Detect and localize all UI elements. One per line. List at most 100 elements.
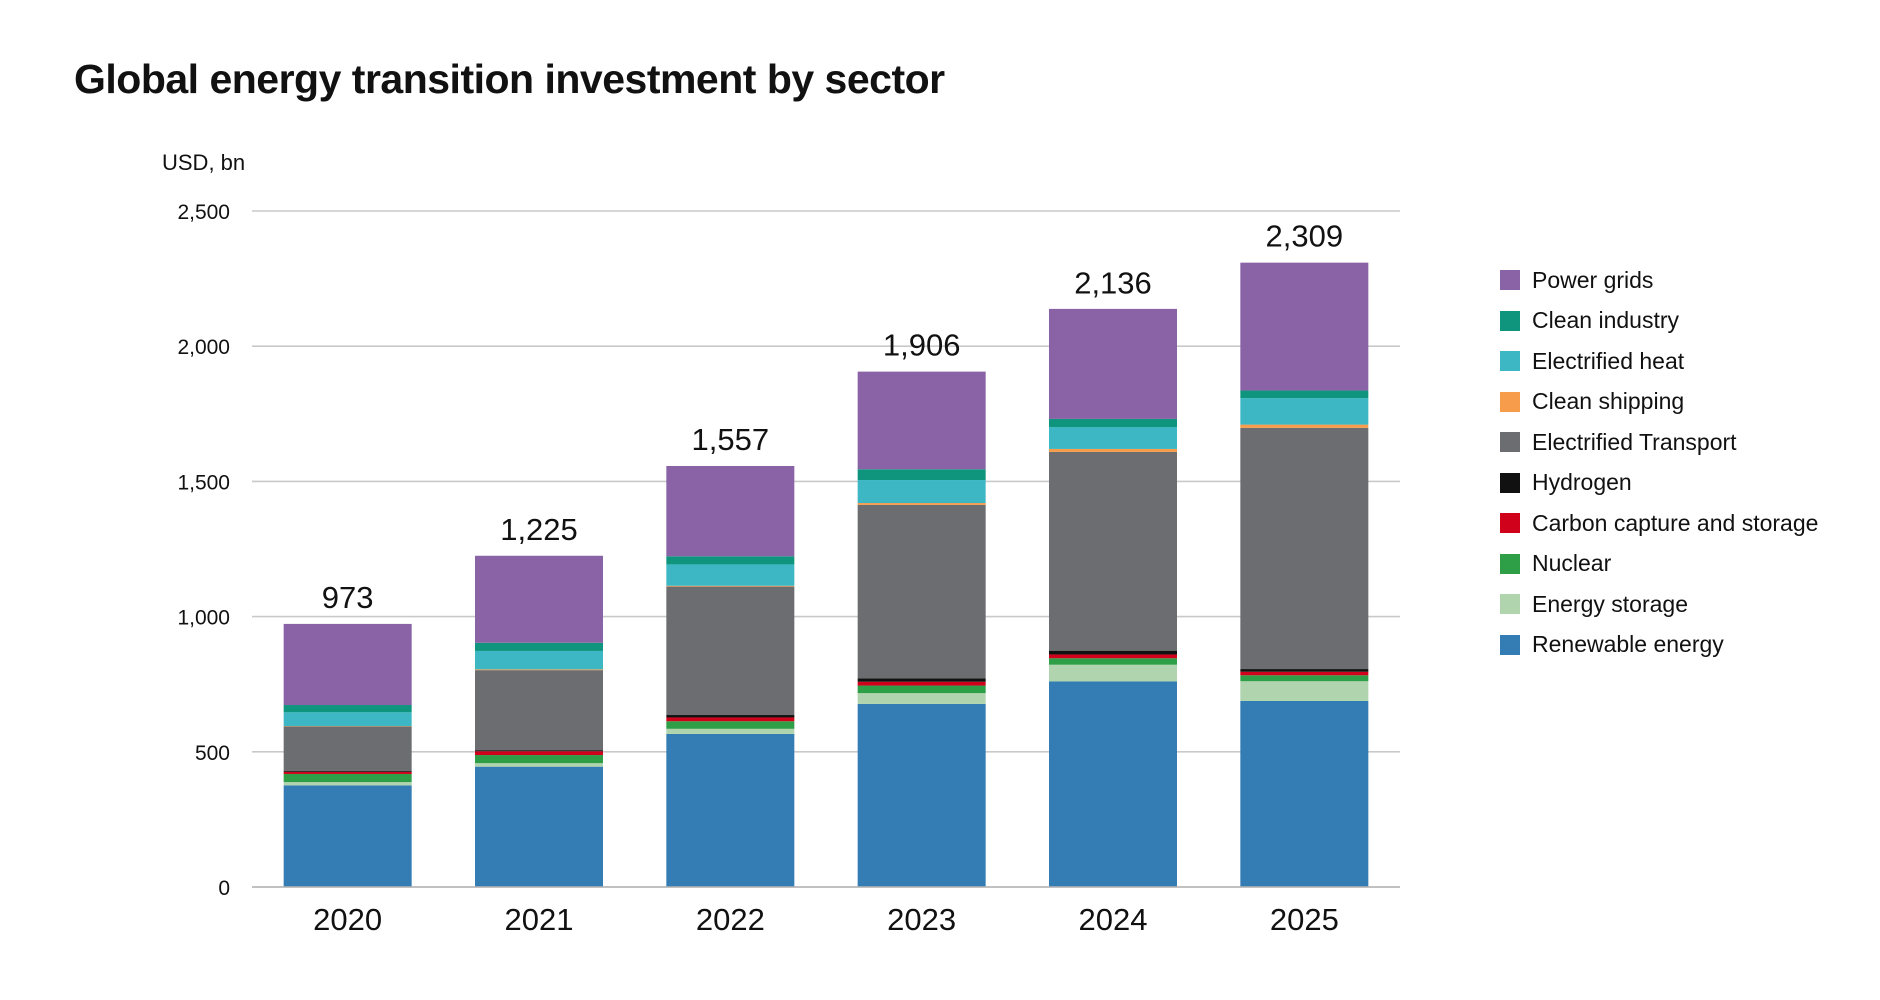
bar-segment bbox=[1240, 390, 1369, 399]
y-tick-label: 2,500 bbox=[177, 201, 230, 224]
bar-segment bbox=[1240, 398, 1369, 425]
bar-segment bbox=[283, 770, 412, 772]
bar-segment bbox=[857, 503, 986, 505]
legend-item: Electrified Transport bbox=[1500, 422, 1818, 463]
legend-item: Nuclear bbox=[1500, 544, 1818, 585]
bar-segment bbox=[1240, 669, 1369, 672]
bar-segment bbox=[283, 771, 412, 774]
y-axis-unit-label: USD, bn bbox=[162, 150, 246, 175]
bar-segment bbox=[283, 782, 412, 786]
legend-item: Electrified heat bbox=[1500, 341, 1818, 382]
chart-legend: Power grids Clean industry Electrified hea… bbox=[1500, 260, 1818, 665]
legend-swatch bbox=[1500, 432, 1520, 453]
bar-segment bbox=[666, 586, 795, 716]
bar-segment bbox=[666, 585, 795, 587]
bar-segment bbox=[666, 564, 795, 586]
bar-segment bbox=[857, 678, 986, 682]
legend-label: Electrified heat bbox=[1532, 347, 1685, 374]
bar-segment bbox=[1240, 671, 1369, 676]
x-tick-label: 2020 bbox=[313, 902, 382, 937]
bar-segment bbox=[666, 715, 795, 718]
legend-item: Carbon capture and storage bbox=[1500, 503, 1818, 544]
bar-segment bbox=[1049, 451, 1177, 651]
bar-segment bbox=[857, 504, 986, 679]
legend-label: Electrified Transport bbox=[1532, 428, 1737, 455]
legend-swatch bbox=[1500, 553, 1520, 574]
bar-segment bbox=[475, 751, 603, 756]
bar-segment bbox=[666, 728, 795, 734]
bar-segment bbox=[857, 685, 986, 694]
legend-swatch bbox=[1500, 594, 1520, 615]
bar-segment bbox=[857, 703, 986, 887]
y-tick-label: 500 bbox=[195, 742, 230, 765]
legend-swatch bbox=[1500, 472, 1520, 493]
bar-segment bbox=[1240, 424, 1369, 428]
x-tick-label: 2022 bbox=[696, 902, 765, 937]
bar-segment bbox=[857, 681, 986, 686]
legend-label: Carbon capture and storage bbox=[1532, 509, 1819, 536]
bar-total-label: 2,136 bbox=[1074, 265, 1152, 300]
bar-segment bbox=[283, 785, 412, 887]
bar-segment bbox=[1240, 427, 1369, 670]
bar-segment bbox=[1240, 262, 1369, 391]
bar-total-label: 973 bbox=[322, 580, 374, 615]
bar-segment bbox=[283, 726, 412, 727]
legend-label: Hydrogen bbox=[1532, 469, 1632, 496]
legend-label: Clean industry bbox=[1532, 307, 1680, 334]
bar-segment bbox=[1240, 681, 1369, 701]
x-tick-label: 2021 bbox=[505, 902, 574, 937]
legend-label: Renewable energy bbox=[1532, 631, 1724, 658]
x-tick-label: 2025 bbox=[1270, 902, 1339, 937]
y-tick-label: 1,000 bbox=[177, 607, 230, 630]
bar-segment bbox=[283, 712, 412, 727]
legend-label: Power grids bbox=[1532, 266, 1654, 293]
bar-total-label: 1,557 bbox=[692, 422, 770, 457]
bar-segment bbox=[475, 650, 603, 670]
bar-segment bbox=[1049, 658, 1177, 665]
bar-segment bbox=[283, 623, 412, 706]
bar-segment bbox=[283, 726, 412, 771]
bar-segment bbox=[666, 721, 795, 729]
x-tick-label: 2023 bbox=[887, 902, 956, 937]
bar-segment bbox=[1049, 681, 1177, 887]
bar-segment bbox=[475, 642, 603, 651]
bar-segment bbox=[475, 670, 603, 751]
bar-segment bbox=[475, 766, 603, 887]
legend-swatch bbox=[1500, 513, 1520, 534]
legend-label: Energy storage bbox=[1532, 590, 1688, 617]
legend-item: Power grids bbox=[1500, 260, 1818, 301]
legend-label: Nuclear bbox=[1532, 550, 1612, 577]
bar-segment bbox=[666, 717, 795, 722]
y-tick-label: 0 bbox=[218, 877, 230, 900]
bar-segment bbox=[857, 693, 986, 704]
legend-item: Clean shipping bbox=[1500, 382, 1818, 423]
bar-segment bbox=[283, 773, 412, 783]
bar-segment bbox=[1240, 700, 1369, 887]
bar-segment bbox=[1049, 664, 1177, 682]
bar-segment bbox=[1049, 448, 1177, 452]
x-tick-label: 2024 bbox=[1079, 902, 1148, 937]
legend-swatch bbox=[1500, 270, 1520, 291]
bar-segment bbox=[475, 750, 603, 752]
bar-segment bbox=[857, 480, 986, 504]
bar-total-label: 1,906 bbox=[883, 328, 961, 363]
bar-segment bbox=[475, 669, 603, 671]
legend-item: Energy storage bbox=[1500, 584, 1818, 625]
bar-segment bbox=[1049, 308, 1177, 419]
bar-segment bbox=[475, 763, 603, 767]
bar-segment bbox=[857, 371, 986, 470]
legend-label: Clean shipping bbox=[1532, 388, 1685, 415]
y-tick-label: 1,500 bbox=[177, 471, 230, 494]
legend-item: Hydrogen bbox=[1500, 463, 1818, 504]
bar-segment bbox=[1049, 650, 1177, 655]
bar-segment bbox=[857, 469, 986, 481]
legend-swatch bbox=[1500, 310, 1520, 331]
chart-title: Global energy transition investment by s… bbox=[74, 56, 945, 102]
legend-swatch bbox=[1500, 634, 1520, 655]
bar-segment bbox=[666, 733, 795, 887]
bar-segment bbox=[1049, 418, 1177, 428]
bar-segment bbox=[1049, 654, 1177, 659]
legend-item: Clean industry bbox=[1500, 301, 1818, 342]
bar-segment bbox=[475, 755, 603, 764]
